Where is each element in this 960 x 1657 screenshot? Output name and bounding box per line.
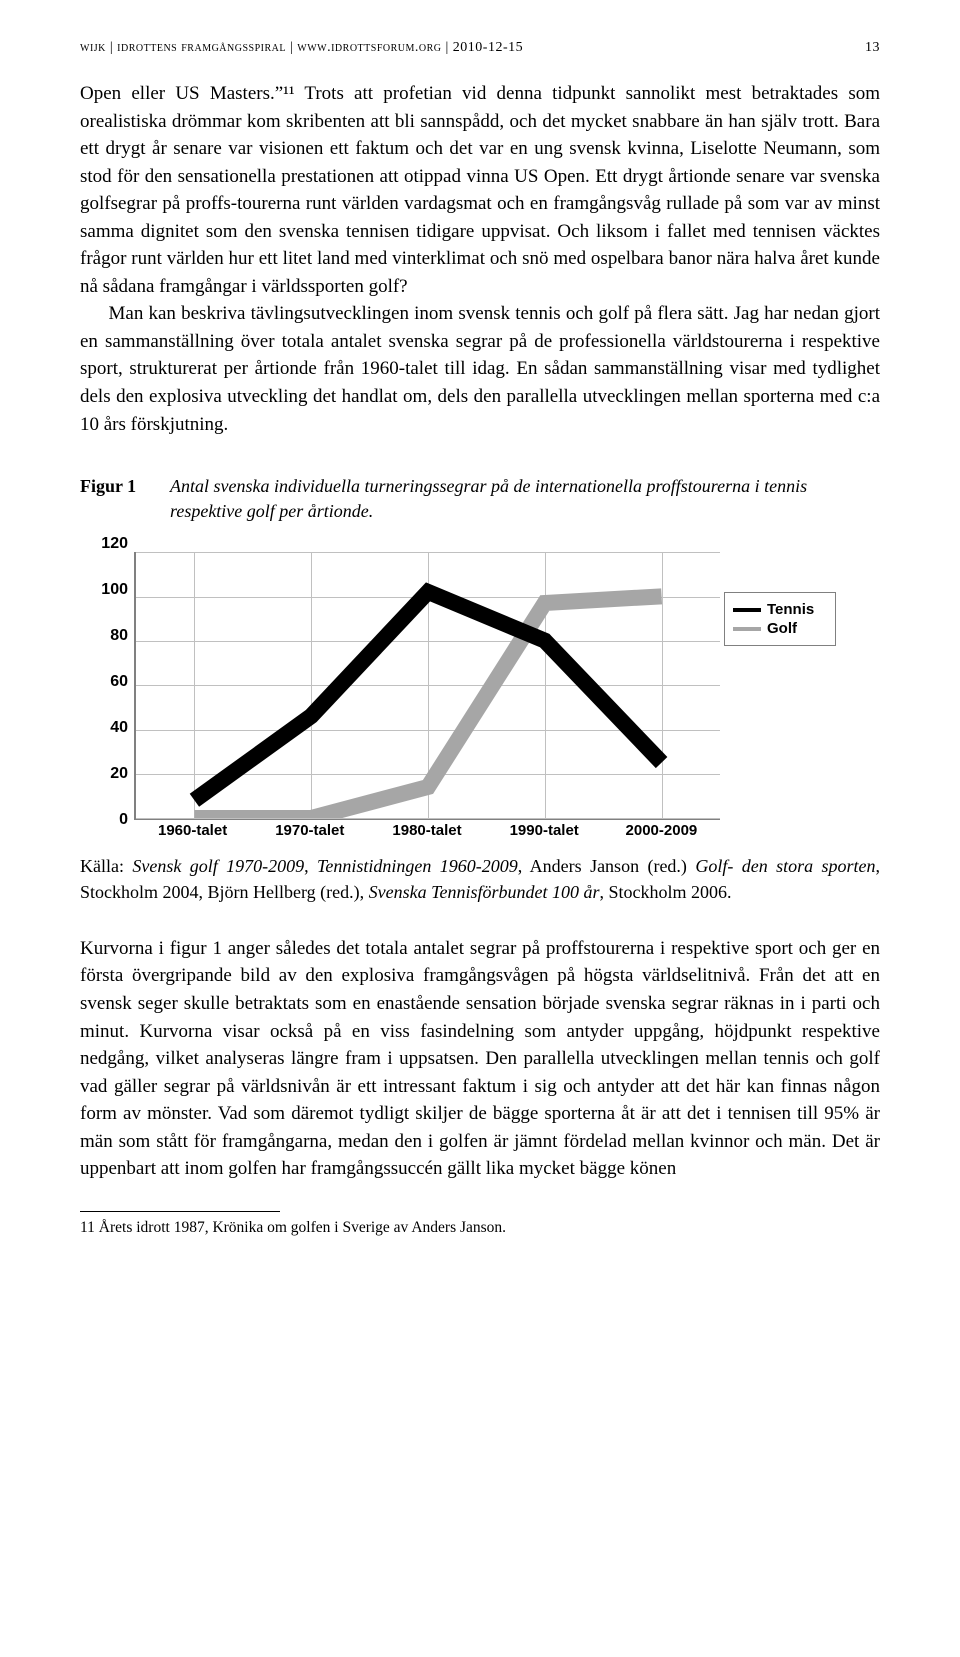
chart-series-line [194,592,661,800]
source-italic: Tennistidningen 1960-2009 [317,856,518,876]
legend-row-golf: Golf [733,620,827,637]
paragraph-3: Kurvorna i figur 1 anger således det tot… [80,935,880,1183]
legend-row-tennis: Tennis [733,601,827,618]
figure-description: Antal svenska individuella turneringsseg… [170,474,880,524]
chart-y-axis-labels: 120100806040200 [80,544,128,820]
line-chart: 120100806040200 Tennis Golf 1960-talet19… [80,544,840,844]
chart-x-axis-labels: 1960-talet 1970-talet 1980-talet 1990-talet… [134,822,720,844]
x-tick-label: 1990-talet [510,822,579,839]
page-header: wijk | idrottens framgångsspiral | www.i… [80,40,880,56]
header-page-number: 13 [865,40,880,56]
chart-plot-area [134,552,720,820]
legend-swatch-golf [733,627,761,631]
source-italic: Golf- den stora sporten [695,856,875,876]
paragraph-2: Man kan beskriva tävlingsutvecklingen in… [80,300,880,438]
legend-swatch-tennis [733,608,761,612]
body-text-block-2: Kurvorna i figur 1 anger således det tot… [80,935,880,1183]
paragraph-1: Open eller US Masters.”¹¹ Trots att prof… [80,80,880,300]
legend-label-tennis: Tennis [767,601,814,618]
figure-source: Källa: Svensk golf 1970-2009, Tennistidn… [80,854,880,904]
x-tick-label: 2000-2009 [626,822,698,839]
chart-legend: Tennis Golf [724,592,836,646]
header-left: wijk | idrottens framgångsspiral | www.i… [80,40,523,56]
source-italic: Svensk golf 1970-2009 [132,856,304,876]
chart-gridline-h [136,818,720,819]
figure-caption: Figur 1 Antal svenska individuella turne… [80,474,880,524]
chart-svg [136,552,720,818]
source-italic: Svenska Tennisförbundet 100 år [369,882,600,902]
chart-series-line [194,597,661,819]
x-tick-label: 1980-talet [392,822,461,839]
figure-label: Figur 1 [80,474,170,524]
footnote-11: 11 Årets idrott 1987, Krönika om golfen … [80,1218,880,1238]
x-tick-label: 1960-talet [158,822,227,839]
legend-label-golf: Golf [767,620,797,637]
body-text-block-1: Open eller US Masters.”¹¹ Trots att prof… [80,80,880,438]
footnote-rule [80,1211,280,1212]
x-tick-label: 1970-talet [275,822,344,839]
figure-1: Figur 1 Antal svenska individuella turne… [80,474,880,905]
